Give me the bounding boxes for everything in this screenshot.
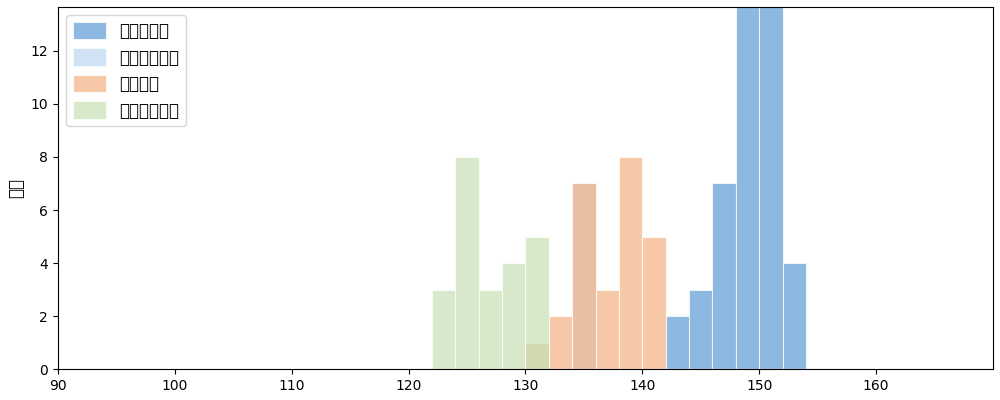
Bar — [502, 263, 525, 369]
Bar — [525, 236, 549, 369]
Bar — [642, 236, 666, 369]
Bar — [759, 0, 783, 369]
Bar — [549, 316, 572, 369]
Bar — [783, 263, 806, 369]
Legend: ストレート, カットボール, フォーク, パワーカーブ: ストレート, カットボール, フォーク, パワーカーブ — [66, 15, 186, 126]
Bar — [736, 0, 759, 369]
Bar — [666, 316, 689, 369]
Bar — [596, 290, 619, 369]
Bar — [712, 184, 736, 369]
Y-axis label: 球数: 球数 — [7, 178, 25, 198]
Bar — [479, 290, 502, 369]
Bar — [619, 157, 642, 369]
Bar — [572, 184, 596, 369]
Bar — [455, 157, 479, 369]
Bar — [689, 290, 712, 369]
Bar — [432, 290, 455, 369]
Bar — [572, 184, 596, 369]
Bar — [525, 343, 549, 369]
